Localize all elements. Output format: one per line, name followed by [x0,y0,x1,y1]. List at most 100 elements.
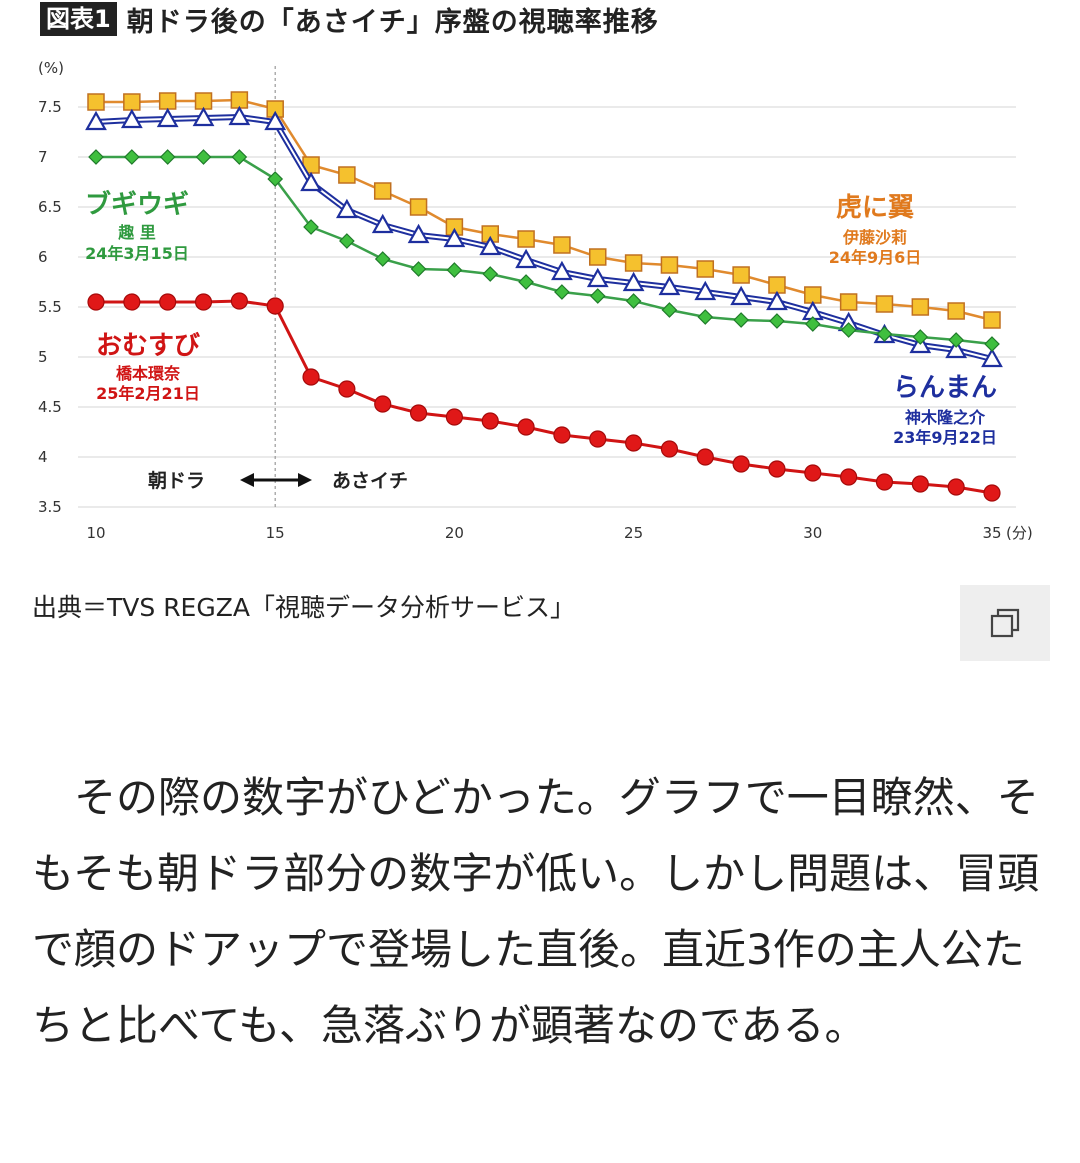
series-omusubi [87,292,1001,502]
data-point [769,313,785,329]
data-point [840,468,858,486]
data-point [660,256,679,274]
data-point [409,404,428,422]
annotation-layer: 朝ドラ あさイチ [148,470,408,492]
data-point [335,198,358,219]
data-point [947,302,965,320]
data-point [479,235,502,256]
data-point [446,262,463,278]
legend-sub-omusubi-2: 25年2月21日 [96,384,200,403]
data-point [660,440,679,458]
data-point [123,93,141,111]
data-point [840,322,857,338]
data-point [945,338,968,359]
data-point [730,285,753,306]
data-point [551,260,573,281]
data-point [338,380,356,398]
grid-layer [78,66,1016,508]
data-point [661,302,678,318]
data-point [373,182,392,200]
data-point [445,408,463,426]
data-point [374,251,391,267]
data-point [911,475,929,493]
data-point [195,149,212,165]
data-point [482,266,499,282]
data-point [911,298,930,316]
y-tick-label: 5.5 [38,298,62,316]
x-tick-label: 35 [982,524,1001,542]
y-tick-label: 6.5 [38,198,62,216]
data-point [875,473,894,491]
legend-sub-tora-2: 24年9月6日 [829,248,922,267]
figure-badge: 図表1 [40,2,117,36]
data-point [517,230,535,248]
data-point [156,107,179,128]
data-point [194,92,213,110]
data-point [407,223,430,244]
article-paragraph: その際の数字がひどかった。グラフで一目瞭然、そもそも朝ドラ部分の数字が低い。しか… [32,773,1040,1050]
data-point [87,93,105,111]
data-point [553,236,571,254]
source-caption: 出典＝TVS REGZA「視聴データ分析サービス」 [32,593,575,622]
x-tick-label: 10 [86,524,105,542]
data-point [194,293,213,311]
x-tick-label: 15 [266,524,285,542]
y-tick-label: 4.5 [38,398,62,416]
data-point [300,171,322,192]
y-axis-label: (%) [38,59,64,77]
data-point [804,316,821,332]
data-point [696,260,715,278]
legend-label-omusubi: おむすび [96,331,200,361]
copy-button[interactable] [960,585,1050,661]
data-point [123,293,141,311]
data-point [658,275,681,296]
x-tick-label: 20 [445,524,464,542]
data-point [409,198,428,216]
data-point [481,412,499,430]
data-point [622,271,645,292]
data-point [983,484,1001,502]
data-point [768,276,786,294]
data-point [981,347,1003,368]
data-point [839,293,858,311]
data-point [303,219,319,235]
data-point [589,248,607,266]
data-point [158,92,177,110]
data-point [302,368,320,386]
y-tick-label: 4 [38,448,48,466]
data-point [339,233,355,249]
data-point [374,395,392,413]
figure-title: 朝ドラ後の「あさイチ」序盤の視聴率推移 [126,6,659,38]
data-point [231,149,248,165]
data-point [625,293,642,309]
y-tick-label: 7.5 [38,98,62,116]
data-point [517,418,535,436]
x-tick-label: 30 [803,524,822,542]
data-point [697,309,714,325]
data-point [518,274,534,290]
legend-sub-tora-1: 伊藤沙莉 [842,228,907,247]
data-point [266,297,284,315]
legend-label-boogie: ブギウギ [85,189,189,220]
legend-sub-ranman-1: 神木隆之介 [905,408,986,427]
data-point [948,332,965,348]
data-point [230,91,249,109]
y-tick-label: 3.5 [38,498,62,516]
arrow-head-left [240,473,254,487]
legend-sub-boogie-1: 趣 里 [117,223,156,242]
axis-layer: (%) (分) 3.5 4 4.5 5 5.5 6 6.5 7 7.5 10 15 20 25 30 35 [38,59,1033,542]
data-point [267,171,284,187]
data-point [696,448,714,466]
data-point [732,266,750,284]
legend-sub-ranman-2: 23年9月22日 [893,428,997,447]
legend-sub-omusubi-1: 橋本環奈 [116,364,181,383]
data-point [804,286,822,304]
arrow-head-right [298,473,312,487]
y-tick-label: 7 [38,148,48,166]
data-point [264,110,287,131]
data-point [589,430,607,448]
series-layer [85,91,1003,502]
data-point [694,280,717,301]
data-point [947,478,965,496]
data-point [766,290,788,311]
